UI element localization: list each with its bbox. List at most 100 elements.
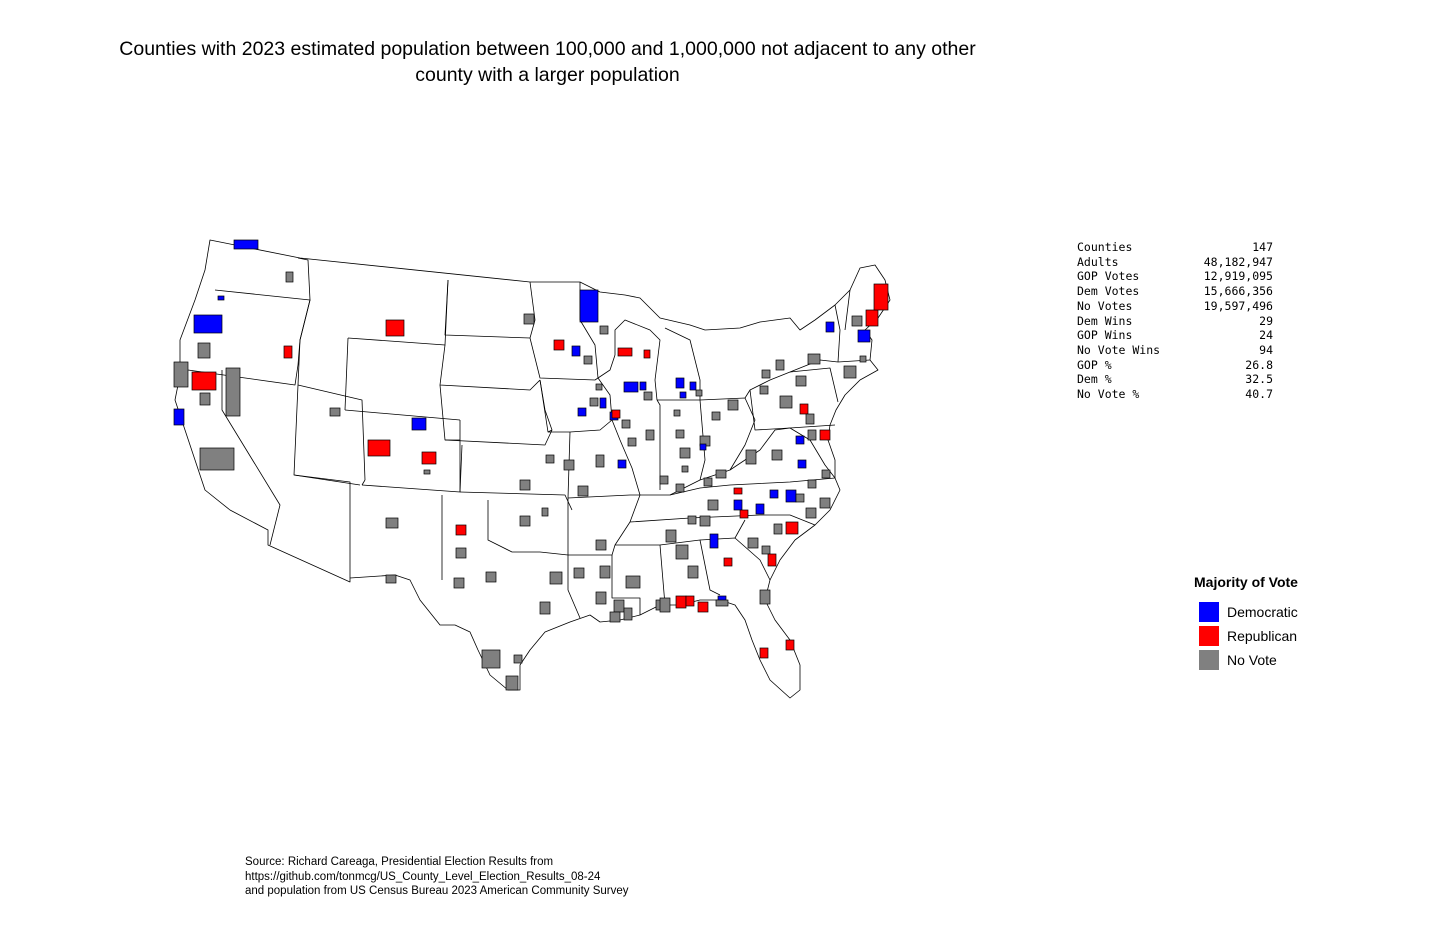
us-outline [174, 239, 891, 699]
county-marker-no-vote [659, 475, 669, 485]
county-marker-no-vote [673, 409, 681, 417]
stat-row: Dem Wins 29 [1077, 314, 1273, 329]
county-marker-no-vote [819, 497, 831, 509]
legend-swatch-democratic [1199, 602, 1219, 622]
county-marker-no-vote [699, 515, 711, 527]
county-marker-no-vote [613, 599, 625, 613]
county-marker-no-vote [645, 429, 655, 441]
stat-value: 32.5 [1245, 372, 1273, 387]
county-marker-democratic [577, 407, 587, 417]
county-marker-no-vote [675, 544, 689, 560]
stat-label: GOP Wins [1077, 328, 1133, 343]
title-line-2: county with a larger population [415, 64, 680, 86]
county-marker-democratic [679, 391, 687, 399]
county-marker-no-vote [659, 597, 671, 613]
county-marker-no-vote [513, 654, 523, 664]
legend-label-no-vote: No Vote [1227, 652, 1277, 668]
county-marker-republican [685, 595, 695, 607]
source-line-2: https://github.com/tonmcg/US_County_Leve… [245, 870, 601, 883]
map-title: Counties with 2023 estimated population … [60, 36, 1035, 88]
legend-item-no-vote: No Vote [1194, 648, 1298, 672]
county-marker-no-vote [539, 601, 551, 615]
stat-value: 15,666,356 [1203, 284, 1273, 299]
county-marker-democratic [785, 489, 797, 503]
county-marker-no-vote [329, 407, 341, 417]
county-marker-democratic [795, 435, 805, 445]
county-marker-republican [697, 601, 709, 613]
county-marker-no-vote [621, 419, 631, 429]
county-marker-no-vote [675, 483, 685, 493]
stat-value: 48,182,947 [1203, 254, 1273, 269]
county-marker-no-vote [627, 437, 637, 447]
legend-item-democratic: Democratic [1194, 600, 1298, 624]
county-marker-no-vote [541, 507, 549, 517]
county-marker-no-vote [481, 649, 501, 669]
title-line-1: Counties with 2023 estimated population … [119, 38, 976, 60]
county-marker-no-vote [665, 529, 677, 543]
county-marker-no-vote [703, 477, 713, 487]
summary-stats-table: Counties 147 Adults 48,182,947 GOP Votes 12,9… [1077, 240, 1273, 402]
stat-row: Counties 147 [1077, 240, 1273, 255]
stat-value: 26.8 [1245, 357, 1273, 372]
county-marker-no-vote [795, 375, 807, 387]
county-marker-republican [799, 403, 809, 415]
stat-label: Adults [1077, 254, 1119, 269]
county-marker-republican [785, 639, 795, 651]
legend-title: Majority of Vote [1194, 574, 1298, 590]
county-marker-democratic [699, 443, 707, 451]
county-markers [173, 239, 889, 691]
county-marker-no-vote [807, 479, 817, 489]
county-marker-democratic [797, 459, 807, 469]
county-marker-no-vote [519, 515, 531, 527]
county-marker-no-vote [761, 369, 771, 379]
county-marker-no-vote [173, 361, 189, 388]
county-marker-no-vote [851, 315, 863, 327]
county-marker-no-vote [199, 392, 211, 406]
county-marker-democratic [825, 321, 835, 333]
stat-row: No Vote % 40.7 [1077, 387, 1273, 402]
county-marker-no-vote [385, 574, 397, 584]
county-marker-democratic [709, 533, 719, 549]
county-marker-no-vote [681, 465, 689, 473]
county-marker-republican [455, 524, 467, 536]
stat-value: 94 [1259, 342, 1273, 357]
stat-label: Dem Wins [1077, 313, 1133, 328]
county-marker-no-vote [599, 325, 609, 335]
county-marker-republican [367, 439, 391, 457]
county-marker-republican [873, 283, 889, 311]
county-marker-republican [759, 647, 769, 659]
county-marker-democratic [579, 289, 599, 323]
county-marker-no-vote [545, 454, 555, 464]
county-marker-no-vote [679, 447, 691, 459]
county-marker-democratic [639, 381, 647, 391]
source-note: Source: Richard Careaga, Presidential El… [245, 855, 629, 899]
county-marker-republican [283, 345, 293, 359]
county-marker-democratic [769, 489, 779, 499]
county-marker-no-vote [197, 342, 211, 359]
stat-label: No Vote Wins [1077, 342, 1161, 357]
county-marker-no-vote [715, 599, 729, 607]
county-marker-no-vote [609, 611, 621, 623]
stat-label: GOP Votes [1077, 269, 1140, 284]
stat-label: Dem % [1077, 372, 1112, 387]
county-marker-no-vote [707, 499, 719, 511]
county-marker-no-vote [589, 397, 599, 407]
county-marker-democratic [617, 459, 627, 469]
county-marker-republican [733, 487, 743, 495]
county-marker-no-vote [573, 567, 585, 579]
county-marker-no-vote [711, 411, 721, 421]
stat-label: No Votes [1077, 298, 1133, 313]
county-marker-no-vote [285, 271, 294, 283]
stat-row: GOP Wins 24 [1077, 328, 1273, 343]
county-marker-republican [643, 349, 651, 359]
county-marker-no-vote [859, 355, 867, 363]
county-marker-no-vote [623, 607, 633, 621]
stat-value: 40.7 [1245, 387, 1273, 402]
county-marker-republican [739, 509, 749, 519]
county-marker-republican [191, 371, 217, 391]
stat-label: Dem Votes [1077, 284, 1140, 299]
county-marker-no-vote [771, 449, 783, 461]
county-marker-no-vote [625, 575, 641, 589]
county-marker-democratic [623, 381, 639, 393]
